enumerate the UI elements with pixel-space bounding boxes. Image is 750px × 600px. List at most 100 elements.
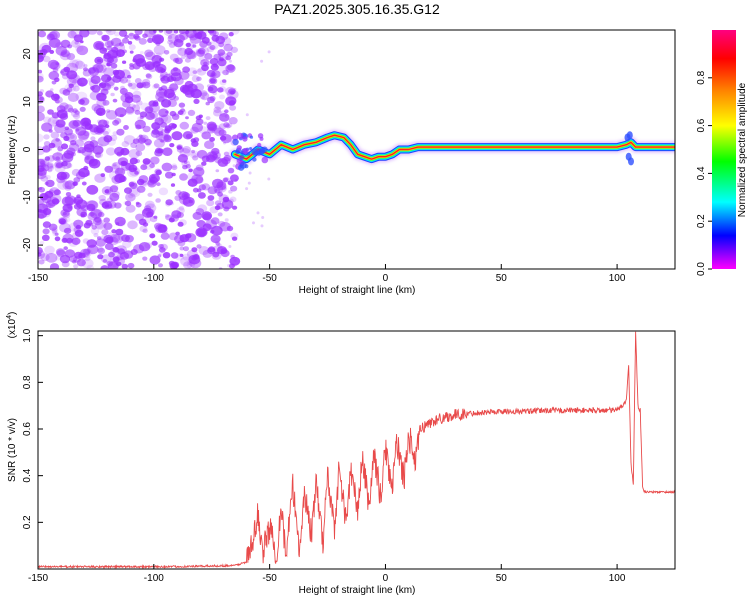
- noise-blob: [71, 110, 80, 118]
- noise-blob: [192, 70, 198, 74]
- noise-blob: [139, 180, 148, 188]
- y-tick-label: 0.2: [22, 515, 33, 529]
- noise-blob: [136, 185, 146, 193]
- noise-blob: [184, 233, 197, 243]
- noise-blob: [212, 31, 220, 37]
- noise-blob: [183, 193, 188, 198]
- noise-blob: [48, 71, 60, 80]
- noise-blob: [113, 86, 119, 91]
- noise-blob: [138, 38, 147, 45]
- noise-blob: [178, 30, 186, 35]
- noise-blob: [228, 59, 232, 63]
- noise-blob: [225, 72, 229, 75]
- ridge-blob: [252, 157, 257, 162]
- noise-blob: [49, 88, 54, 92]
- noise-blob: [134, 109, 141, 115]
- noise-blob: [177, 154, 188, 163]
- frequency-ridge: [229, 129, 675, 171]
- noise-blob: [233, 259, 237, 262]
- noise-blob: [96, 30, 103, 36]
- noise-blob: [38, 91, 43, 97]
- noise-blob: [173, 30, 179, 34]
- noise-blob: [210, 63, 219, 71]
- noise-blob: [73, 264, 79, 269]
- noise-blob: [205, 101, 210, 106]
- noise-blob: [207, 85, 218, 94]
- noise-blob: [127, 82, 133, 87]
- noise-blob: [217, 191, 224, 197]
- noise-blob: [64, 128, 73, 136]
- noise-blob: [160, 68, 166, 73]
- noise-blob: [112, 256, 120, 263]
- noise-blob: [125, 162, 135, 171]
- noise-blob: [39, 96, 44, 101]
- noise-blob: [69, 134, 75, 139]
- noise-blob: [199, 92, 210, 101]
- noise-blob: [226, 51, 233, 57]
- noise-blob: [60, 49, 70, 58]
- noise-blob: [176, 145, 182, 150]
- noise-blob: [152, 34, 164, 45]
- noise-blob: [82, 238, 90, 244]
- noise-blob: [252, 221, 255, 225]
- noise-blob: [224, 114, 228, 118]
- noise-blob: [127, 40, 133, 45]
- noise-blob: [211, 34, 220, 42]
- noise-blob: [201, 96, 205, 100]
- y-tick-label: 1.0: [22, 328, 33, 342]
- noise-blob: [178, 108, 187, 116]
- noise-blob: [197, 47, 206, 55]
- noise-blob: [174, 57, 183, 65]
- figure-title: PAZ1.2025.305.16.35.G12: [274, 1, 440, 17]
- noise-blob: [182, 253, 191, 261]
- colorbar-tick-label: 0.8: [696, 70, 707, 84]
- x-tick-label: -50: [262, 573, 277, 584]
- noise-blob: [84, 249, 93, 256]
- noise-blob: [110, 63, 118, 69]
- x-tick-label: 100: [609, 273, 626, 284]
- noise-blob: [108, 170, 120, 180]
- noise-blob: [197, 192, 206, 199]
- noise-blob: [110, 37, 122, 47]
- noise-blob: [123, 125, 129, 130]
- noise-blob: [142, 81, 151, 89]
- noise-blob: [81, 117, 90, 125]
- ridge-blob: [242, 147, 249, 155]
- x-tick-label: -100: [144, 273, 164, 284]
- noise-blob: [210, 225, 223, 236]
- noise-blob: [195, 176, 204, 184]
- noise-blob: [58, 218, 66, 225]
- noise-blob: [197, 68, 202, 73]
- noise-blob: [213, 237, 220, 244]
- noise-blob: [44, 156, 51, 161]
- noise-blob: [114, 216, 126, 227]
- noise-blob: [185, 42, 191, 48]
- noise-blob: [138, 137, 146, 144]
- noise-blob: [190, 150, 199, 158]
- noise-blob: [63, 66, 71, 73]
- noise-blob: [114, 202, 122, 209]
- noise-blob: [99, 47, 108, 54]
- noise-blob: [227, 64, 235, 71]
- colorbar-tick-label: 0.2: [696, 214, 707, 228]
- noise-blob: [158, 244, 164, 249]
- noise-blob: [171, 123, 178, 129]
- noise-blob: [96, 119, 102, 124]
- noise-blob: [55, 248, 66, 256]
- noise-blob: [112, 264, 117, 268]
- noise-blob: [85, 200, 98, 210]
- noise-blob: [111, 234, 123, 244]
- noise-blob: [214, 200, 222, 206]
- noise-blob: [178, 205, 185, 211]
- noise-blob: [247, 181, 251, 185]
- noise-blob: [114, 107, 127, 118]
- noise-blob: [227, 180, 234, 186]
- noise-blob: [38, 165, 45, 172]
- noise-blob: [100, 88, 109, 96]
- noise-blob: [127, 74, 132, 79]
- noise-blob: [49, 61, 61, 71]
- noise-blob: [214, 127, 225, 137]
- noise-blob: [41, 234, 50, 241]
- noise-blob: [179, 121, 189, 130]
- noise-blob: [209, 73, 215, 77]
